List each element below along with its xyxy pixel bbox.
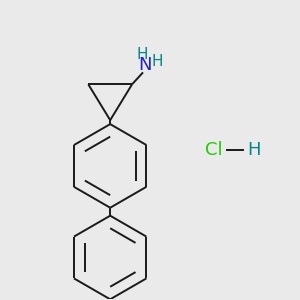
Text: Cl: Cl: [205, 141, 222, 159]
Text: H: H: [151, 54, 163, 69]
Text: H: H: [248, 141, 261, 159]
Text: N: N: [138, 56, 152, 74]
Text: H: H: [136, 47, 148, 62]
